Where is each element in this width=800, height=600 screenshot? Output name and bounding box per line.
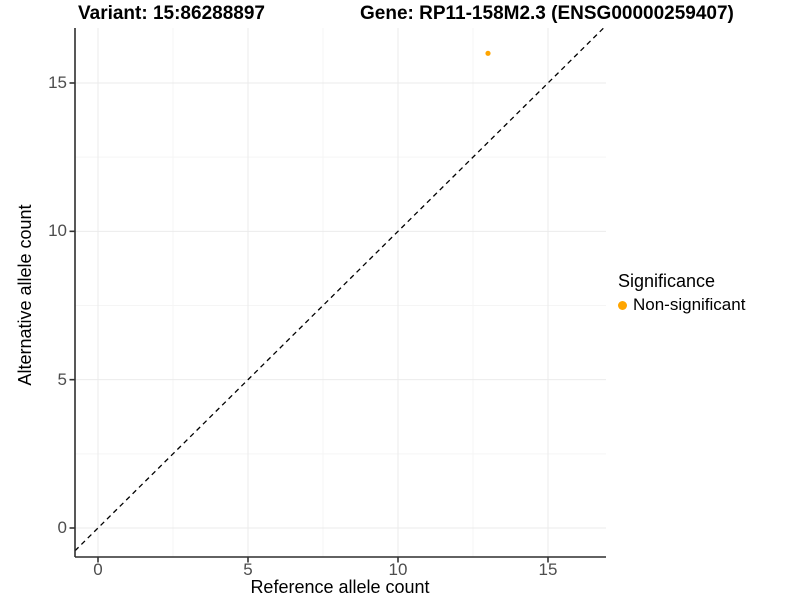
y-tick-label: 0 bbox=[57, 518, 67, 537]
x-tick-label: 15 bbox=[538, 560, 558, 579]
x-tick-label: 10 bbox=[388, 560, 408, 579]
gene-title: Gene: RP11-158M2.3 (ENSG00000259407) bbox=[360, 3, 734, 24]
data-point bbox=[485, 50, 491, 56]
legend-item-label: Non-significant bbox=[633, 295, 746, 314]
x-tick-label: 0 bbox=[93, 560, 103, 579]
y-axis-title: Alternative allele count bbox=[15, 204, 35, 386]
x-tick-label: 5 bbox=[243, 560, 253, 579]
legend: Significance Non-significant bbox=[618, 271, 745, 315]
y-tick-label: 15 bbox=[48, 72, 67, 92]
variant-title: Variant: 15:86288897 bbox=[78, 3, 265, 24]
identity-dashed-line bbox=[74, 27, 605, 552]
legend-point-icon bbox=[618, 300, 627, 310]
y-tick-label: 10 bbox=[48, 221, 67, 241]
legend-item: Non-significant bbox=[618, 295, 745, 315]
y-tick-label: 5 bbox=[57, 369, 67, 389]
legend-title: Significance bbox=[618, 271, 716, 291]
x-axis-title: Reference allele count bbox=[250, 577, 430, 597]
